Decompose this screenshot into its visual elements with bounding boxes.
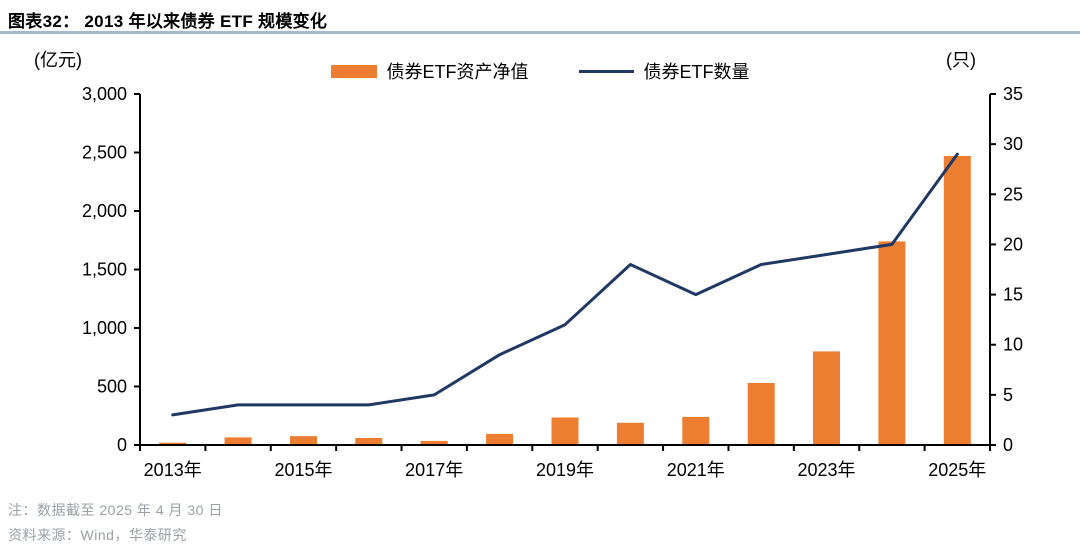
- bar-series-label: 债券ETF资产净值: [386, 62, 529, 82]
- y-left-tick-label: 3,000: [82, 84, 127, 104]
- y-right-tick-label: 25: [1003, 184, 1023, 204]
- y-right-tick-label: 30: [1003, 134, 1023, 154]
- y-left-tick-label: 2,000: [82, 201, 127, 221]
- bar-2024: [878, 241, 906, 445]
- y-right-tick-label: 10: [1003, 335, 1023, 355]
- y-left-tick-label: 500: [97, 377, 127, 397]
- legend-item-line-series: 债券ETF数量: [578, 58, 750, 84]
- x-tick-label: 2015年: [274, 460, 332, 480]
- title-divider: [0, 31, 1080, 34]
- x-tick-label: 2017年: [405, 460, 463, 480]
- bar-2021: [682, 416, 710, 445]
- bar-2015: [290, 436, 317, 445]
- line-series-label: 债券ETF数量: [643, 62, 750, 82]
- legend-item-bar-series: 债券ETF资产净值: [330, 58, 529, 84]
- x-tick-label: 2019年: [536, 460, 594, 480]
- x-tick-label: 2021年: [667, 460, 725, 480]
- figure-title: 图表32： 2013 年以来债券 ETF 规模变化: [8, 12, 328, 31]
- data-cutoff-note: 注：数据截至 2025 年 4 月 30 日: [8, 502, 223, 518]
- bar-2023: [813, 351, 840, 445]
- right-axis-unit-label: (只): [946, 50, 976, 70]
- y-right-tick-label: 20: [1003, 234, 1023, 254]
- x-tick-label: 2025年: [928, 460, 986, 480]
- y-left-tick-label: 1,500: [82, 260, 127, 280]
- y-right-tick-label: 0: [1003, 435, 1013, 455]
- x-tick-label: 2023年: [797, 460, 855, 480]
- bar-2019: [551, 417, 579, 445]
- bar-2014: [224, 437, 252, 445]
- bar-2016: [355, 438, 383, 445]
- bar-series-swatch-icon: [330, 64, 377, 78]
- bar-2025: [943, 156, 971, 445]
- bar-2013: [159, 442, 187, 445]
- bar-2017: [420, 440, 448, 445]
- line-series-swatch-icon: [578, 69, 634, 73]
- x-tick-label: 2013年: [144, 460, 202, 480]
- y-right-tick-label: 15: [1003, 285, 1023, 305]
- bar-2020: [616, 422, 644, 445]
- chart-legend: 债券ETF资产净值 债券ETF数量: [0, 58, 1080, 84]
- y-left-tick-label: 2,500: [82, 143, 127, 163]
- left-axis-unit-label: (亿元): [34, 50, 82, 70]
- data-source-note: 资料来源：Wind，华泰研究: [8, 527, 187, 543]
- etf-count-line: [171, 152, 959, 417]
- y-right-tick-label: 5: [1003, 385, 1013, 405]
- y-right-tick-label: 35: [1003, 84, 1023, 104]
- bar-2022: [747, 383, 775, 445]
- y-left-tick-label: 1,000: [82, 318, 127, 338]
- bar-2018: [486, 433, 514, 445]
- y-left-tick-label: 0: [117, 435, 127, 455]
